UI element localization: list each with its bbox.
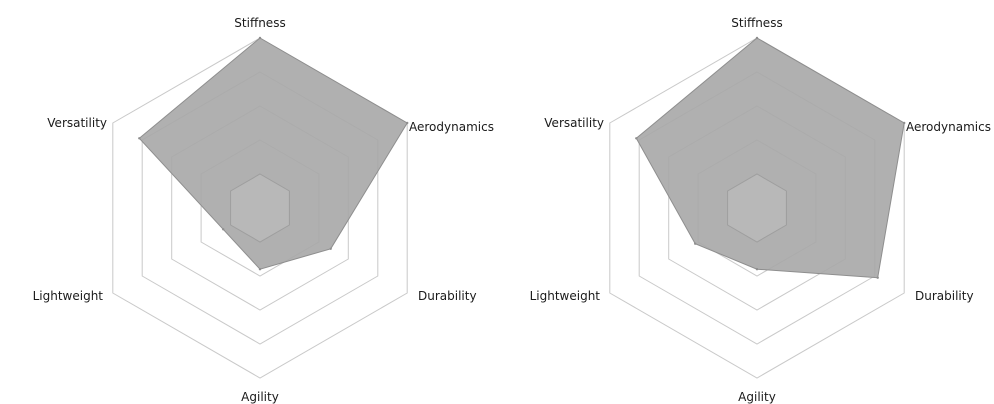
radar-svg-left: Stiffness Aerodynamics Durability Agility Li… [33,16,494,404]
radar-svg-right: Stiffness Aerodynamics Durability Agility Li… [530,16,991,404]
axis-label-durability: Durability [418,289,477,303]
data-point-versatility [635,137,638,140]
axis-label-stiffness: Stiffness [234,16,285,30]
axis-label-lightweight: Lightweight [530,289,601,303]
data-point-stiffness [755,36,759,40]
data-point-stiffness [258,36,262,40]
data-point-agility [755,268,759,271]
axis-label-stiffness: Stiffness [731,16,782,30]
radar-chart-left: Stiffness Aerodynamics Durability Agility Li… [33,16,494,404]
data-point-versatility [138,137,141,140]
data-point-durability [876,276,879,279]
axis-label-agility: Agility [738,390,776,404]
data-point-agility [258,268,262,271]
data-area [635,37,905,279]
axis-label-durability: Durability [915,289,974,303]
data-point-lightweight [222,228,225,231]
axis-label-versatility: Versatility [47,116,107,130]
axis-label-agility: Agility [241,390,279,404]
axis-label-aerodynamics: Aerodynamics [409,120,494,134]
data-point-durability [329,247,332,250]
data-point-lightweight [694,242,697,245]
data-point-aerodynamics [903,121,906,125]
radar-chart-right: Stiffness Aerodynamics Durability Agility Li… [497,0,994,404]
axis-label-versatility: Versatility [544,116,604,130]
center-hexagon [727,173,787,243]
data-point-aerodynamics [406,121,409,125]
axis-label-lightweight: Lightweight [33,289,104,303]
center-hexagon [230,173,290,243]
axis-label-aerodynamics: Aerodynamics [906,120,991,134]
